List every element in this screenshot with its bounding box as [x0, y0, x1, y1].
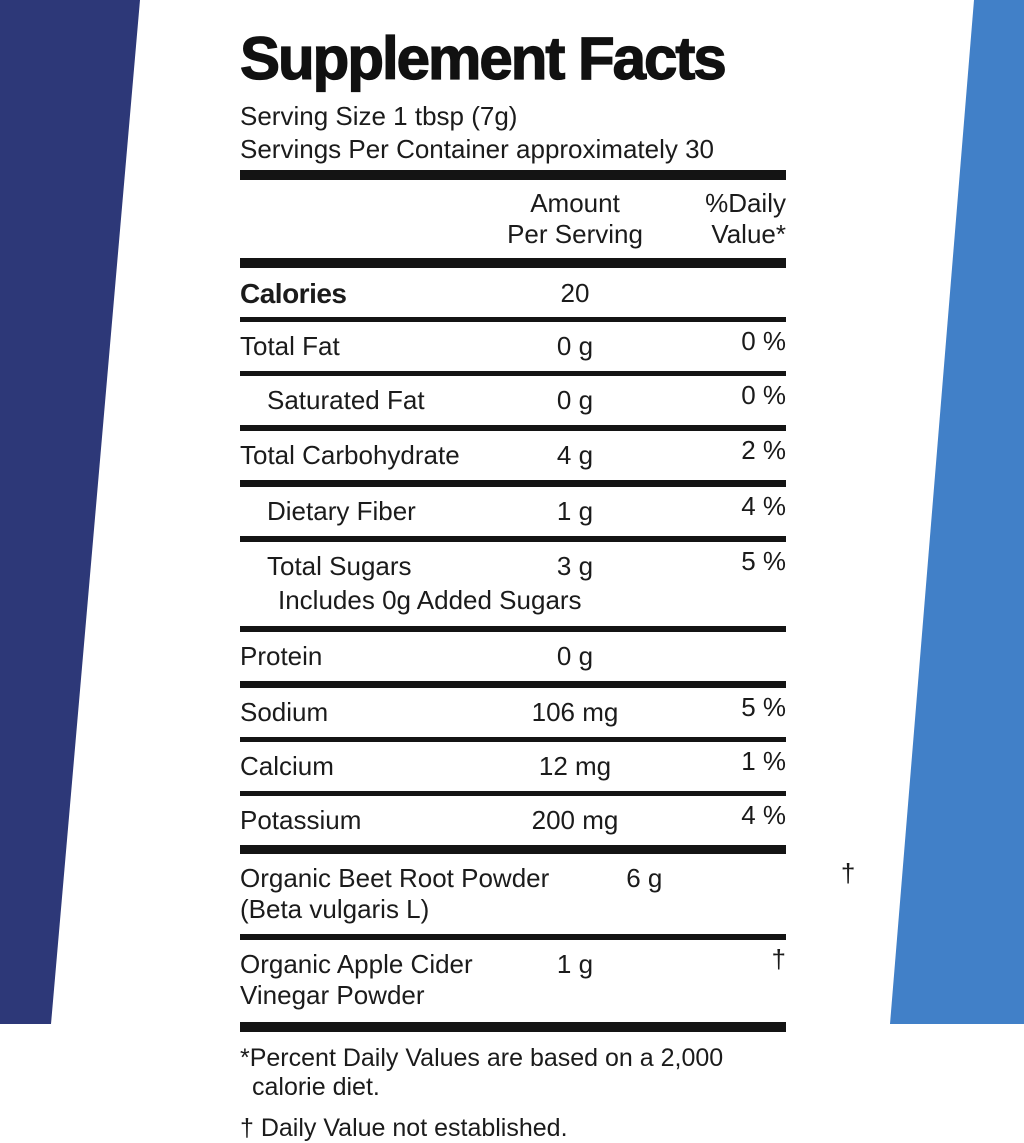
nutrient-dv: 0 % [741, 380, 786, 410]
nutrient-label: Protein [240, 641, 323, 671]
nutrient-amount: 4 g [556, 440, 594, 470]
nutrient-amount: 12 mg [538, 751, 612, 781]
nutrient-row-total-carbohydrate: Total Carbohydrate 4 g 2 % [240, 433, 786, 478]
ingredient-label-line1: Organic Beet Root Powder [240, 863, 550, 893]
panel-title: Supplement Facts [239, 25, 727, 92]
nutrient-amount: 3 g [556, 551, 594, 581]
nutrient-label: Potassium [240, 805, 362, 835]
nutrient-row-total-sugars: Total Sugars 3 g 5 % [240, 544, 786, 589]
left-band [0, 0, 140, 1024]
nutrient-dv: 2 % [741, 435, 786, 465]
calories-value: 20 [560, 278, 590, 308]
divider [240, 317, 786, 322]
divider [240, 791, 786, 796]
ingredient-label-line1: Organic Apple Cider [240, 949, 473, 979]
ingredient-dv-dagger: † [840, 858, 856, 888]
divider [240, 536, 786, 542]
divider [240, 845, 786, 854]
nutrient-label: Saturated Fat [267, 385, 425, 415]
amount-header-line1: Amount [530, 188, 620, 218]
divider [240, 681, 786, 688]
nutrient-row-protein: Protein 0 g [240, 634, 786, 679]
nutrient-dv: 4 % [741, 491, 786, 521]
background-bands [0, 0, 1024, 1024]
calories-label: Calories [240, 278, 347, 309]
percent-dv-footnote-line1: *Percent Daily Values are based on a 2,0… [240, 1044, 724, 1072]
daily-value-header: %Daily Value* [670, 188, 786, 250]
nutrient-label: Calcium [240, 751, 334, 781]
nutrient-row-calcium: Calcium 12 mg 1 % [240, 744, 786, 789]
added-sugars-note: Includes 0g Added Sugars [278, 585, 582, 615]
nutrient-dv: 0 % [741, 326, 786, 356]
nutrient-dv: 4 % [741, 800, 786, 830]
ingredient-label-line2: Vinegar Powder [240, 980, 425, 1010]
divider-top [240, 170, 786, 180]
table-header-row: Amount Per Serving %Daily Value* [240, 184, 786, 254]
nutrient-row-sodium: Sodium 106 mg 5 % [240, 690, 786, 735]
nutrient-dv: 1 % [741, 746, 786, 776]
nutrient-row-potassium: Potassium 200 mg 4 % [240, 798, 786, 843]
ingredient-label: Organic Apple Cider Vinegar Powder [240, 949, 480, 1011]
percent-dv-footnote: *Percent Daily Values are based on a 2,0… [240, 1044, 786, 1102]
right-band [890, 0, 1024, 1024]
divider [240, 737, 786, 742]
nutrient-amount: 106 mg [531, 697, 619, 727]
supplement-facts-panel: Supplement Facts Serving Size 1 tbsp (7g… [239, 25, 855, 1143]
amount-header-line2: Per Serving [507, 219, 643, 249]
nutrient-row-total-fat: Total Fat 0 g 0 % [240, 324, 786, 369]
nutrient-amount: 200 mg [531, 805, 619, 835]
daily-value-header-line1: %Daily [705, 188, 786, 218]
ingredient-label: Organic Beet Root Powder (Beta vulgaris … [240, 863, 549, 925]
serving-size-text: Serving Size 1 tbsp (7g) [240, 101, 518, 131]
divider [240, 626, 786, 632]
percent-dv-footnote-line2: calorie diet. [252, 1073, 380, 1101]
nutrient-amount: 0 g [556, 385, 594, 415]
nutrient-label: Sodium [240, 697, 329, 727]
nutrient-amount: 1 g [556, 496, 594, 526]
divider-header [240, 258, 786, 268]
nutrient-row-dietary-fiber: Dietary Fiber 1 g 4 % [240, 489, 786, 534]
ingredient-row-apple-cider-vinegar: Organic Apple Cider Vinegar Powder 1 g † [240, 942, 786, 1018]
amount-per-serving-header: Amount Per Serving [480, 188, 670, 250]
ingredient-dv-dagger: † [771, 944, 786, 974]
nutrient-amount: 0 g [556, 331, 594, 361]
nutrient-label: Total Carbohydrate [240, 440, 460, 470]
divider [240, 480, 786, 487]
divider [240, 425, 786, 431]
daily-value-header-line2: Value* [711, 219, 786, 249]
ingredient-amount: 1 g [556, 949, 594, 979]
nutrient-dv: 5 % [741, 692, 786, 722]
nutrient-dv: 5 % [741, 546, 786, 576]
servings-per-container-text: Servings Per Container approximately 30 [240, 134, 715, 164]
ingredient-row-beet-root: Organic Beet Root Powder (Beta vulgaris … [240, 856, 855, 932]
calories-row: Calories 20 [240, 272, 786, 315]
divider [240, 371, 786, 376]
nutrient-row-saturated-fat: Saturated Fat 0 g 0 % [240, 378, 786, 423]
divider [240, 934, 786, 940]
nutrient-label: Total Fat [240, 331, 340, 361]
nutrient-label: Dietary Fiber [267, 496, 416, 526]
nutrient-label: Total Sugars [267, 551, 412, 581]
ingredient-label-line2: (Beta vulgaris L) [240, 894, 430, 924]
nutrient-amount: 0 g [556, 641, 594, 671]
ingredient-amount: 6 g [626, 863, 663, 893]
dagger-footnote: † Daily Value not established. [240, 1114, 568, 1142]
